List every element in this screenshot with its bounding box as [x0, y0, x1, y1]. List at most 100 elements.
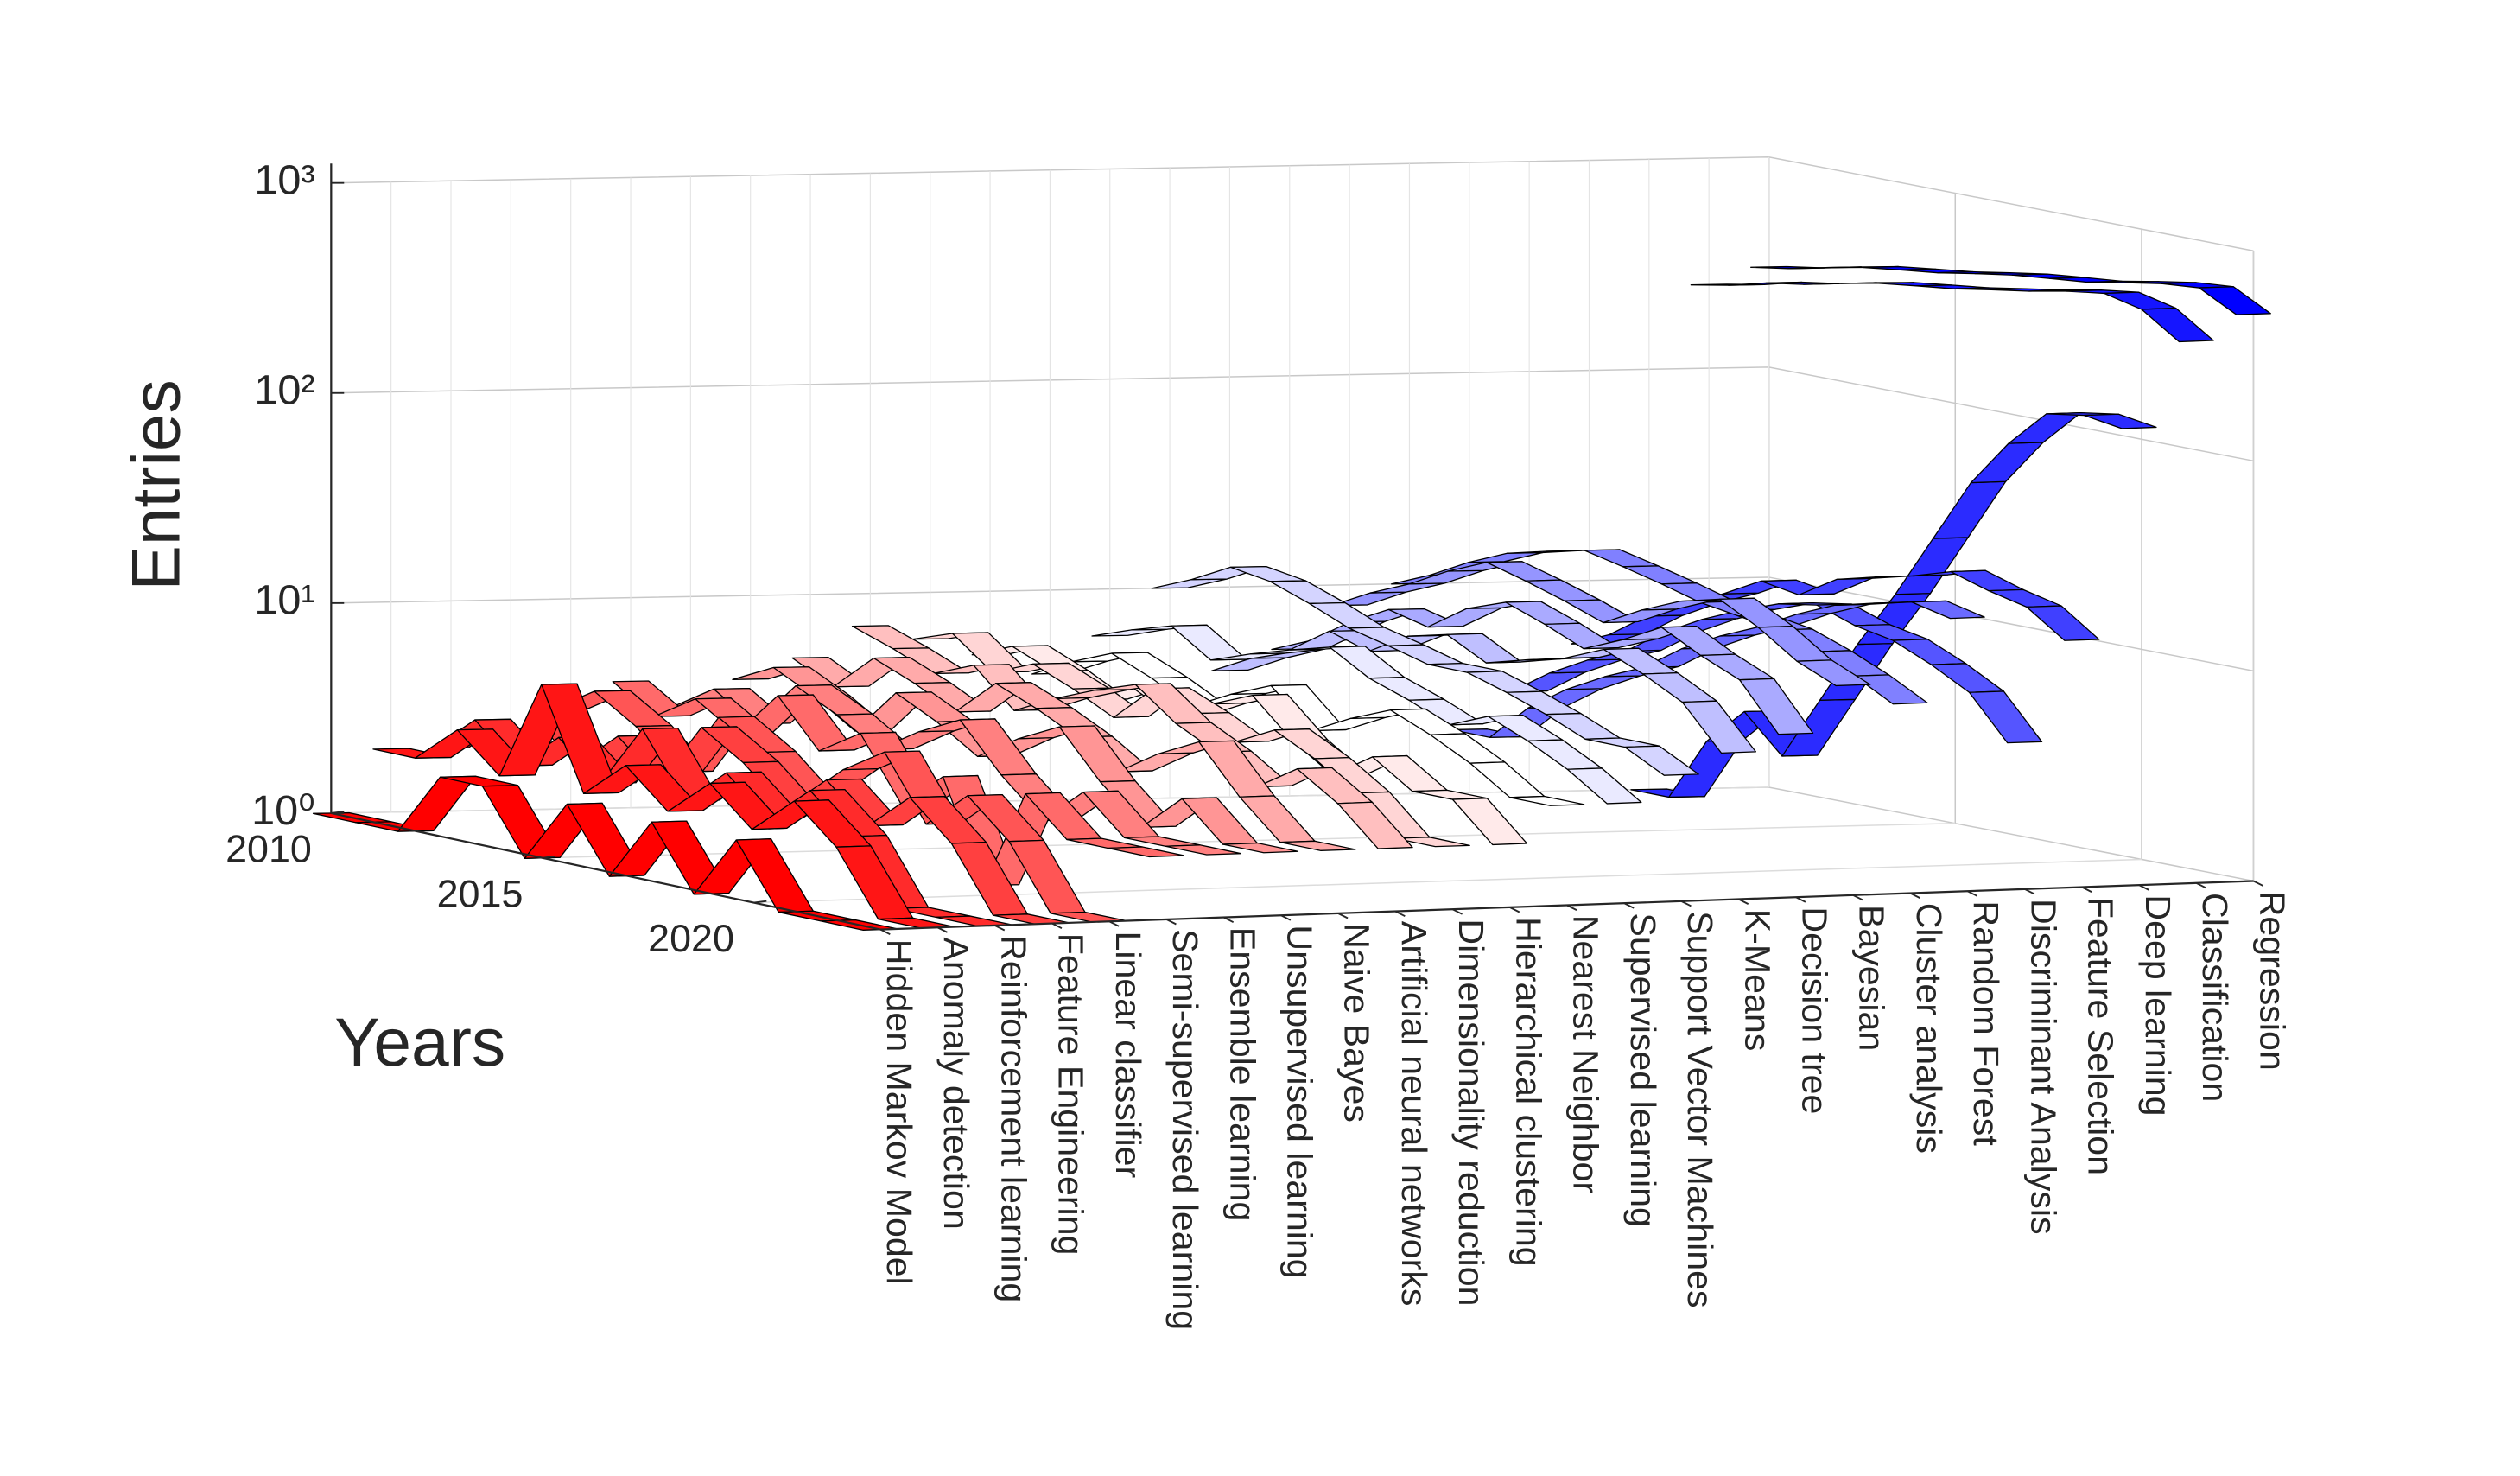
- category-tick: [2195, 881, 2206, 889]
- x-axis-label: Years: [334, 1004, 505, 1080]
- category-label: Linear classifier: [1108, 931, 1148, 1178]
- ribbon-segment: [1739, 678, 1814, 735]
- ribbon-segment: [1279, 840, 1356, 851]
- ribbon-segment: [1624, 745, 1699, 776]
- category-label: Classification: [2195, 893, 2235, 1102]
- ribbon-segment: [1468, 551, 1544, 563]
- category-tick: [1337, 913, 1349, 919]
- ribbon-segment: [1123, 836, 1201, 847]
- ribbons: [312, 265, 2271, 931]
- category-tick: [1623, 902, 1635, 909]
- ribbon-segment: [1895, 537, 1969, 595]
- category-tick: [1680, 900, 1692, 907]
- ribbon-segment: [1933, 480, 2007, 539]
- y-tick-label: 10³: [254, 157, 314, 204]
- ribbon-segment: [1911, 600, 1985, 620]
- category-tick: [1909, 892, 1920, 899]
- grid-line: [331, 366, 2254, 462]
- ribbon-segment: [1950, 569, 2024, 592]
- category-label: Unsupervised learning: [1279, 925, 1319, 1278]
- ribbon-segment: [1486, 561, 1562, 582]
- category-label: Supervised learning: [1623, 913, 1663, 1227]
- grid-line: [753, 858, 2142, 904]
- ribbon-segment: [1681, 700, 1757, 754]
- ribbon-segment: [1368, 677, 1444, 701]
- category-label: Random Forest: [1966, 900, 2006, 1146]
- category-label: Hierarchical clustering: [1508, 917, 1548, 1267]
- category-tick: [2138, 884, 2149, 891]
- ribbon-segment: [1165, 844, 1241, 856]
- ribbon-segment: [2141, 307, 2214, 343]
- category-label: Feature Engineering: [1051, 933, 1091, 1256]
- category-label: Regression: [2252, 891, 2292, 1071]
- category-tick: [1451, 908, 1463, 915]
- category-label: Anomaly detection: [936, 937, 976, 1229]
- y-tick-label: 10¹: [254, 577, 314, 624]
- ribbon-segment: [1031, 662, 1109, 690]
- category-label: Discriminant Analysis: [2023, 899, 2063, 1235]
- category-label: Bayesian: [1852, 905, 1892, 1051]
- ribbon-segment: [1566, 767, 1642, 805]
- x-tick-label: 2020: [648, 916, 734, 960]
- ribbon-segment: [1525, 579, 1601, 601]
- ribbon-segment: [1505, 601, 1581, 626]
- ribbon-segment: [1642, 671, 1717, 703]
- category-tick: [1165, 919, 1177, 926]
- ribbon-segment: [2083, 413, 2157, 429]
- grid-line: [331, 156, 2254, 251]
- x-tick-label: 2010: [225, 827, 312, 871]
- ribbon-segment: [2026, 605, 2100, 641]
- x-axis: [331, 811, 881, 931]
- ribbon-segment: [2198, 286, 2271, 315]
- ribbon-segment: [2008, 411, 2082, 444]
- category-label: K-Means: [1737, 909, 1777, 1052]
- y-tick-label: 10⁰: [251, 787, 315, 834]
- ribbon-segment: [1429, 733, 1506, 764]
- ribbon-segment: [1527, 739, 1603, 770]
- ribbon-segment: [1565, 675, 1641, 690]
- category-tick: [994, 925, 1006, 932]
- ribbon-segment: [1394, 837, 1470, 848]
- category-label: Ensemble learning: [1222, 927, 1262, 1222]
- y-axis-label: Entries: [118, 379, 194, 590]
- ribbon-segment: [1222, 842, 1299, 854]
- category-label: Dimensionality reduction: [1451, 919, 1491, 1306]
- ribbon-segment: [397, 775, 477, 832]
- ribbon-segment: [1451, 798, 1528, 846]
- ribbon-segment: [2103, 291, 2177, 310]
- ribbon-segment: [1622, 565, 1698, 585]
- ribbon-segment: [1796, 659, 1871, 687]
- ribbon-segment: [1930, 663, 2005, 693]
- ribbon-segment: [1446, 633, 1522, 664]
- ribbon-segment: [1412, 789, 1488, 800]
- ribbon-segment: [1426, 662, 1503, 673]
- x-tick-label: 2015: [437, 871, 524, 915]
- category-tick: [2081, 886, 2092, 893]
- category-tick: [936, 926, 948, 933]
- category-tick: [1966, 890, 1977, 897]
- category-label: Semi-supervised learning: [1165, 929, 1205, 1330]
- ribbon-segment: [1107, 846, 1184, 858]
- category-tick: [2024, 888, 2035, 895]
- category-tick: [1280, 914, 1292, 921]
- ribbon-segment: [1509, 795, 1585, 806]
- ribbon-segment: [1273, 728, 1350, 760]
- ribbon-segment: [1336, 801, 1413, 849]
- ribbon-segment: [1970, 442, 2044, 484]
- category-tick: [1566, 904, 1577, 911]
- category-label: Hidden Markov Model: [879, 939, 919, 1285]
- ribbon-segment: [1387, 644, 1463, 665]
- category-label: Deep learning: [2138, 894, 2178, 1116]
- category-tick: [1394, 910, 1406, 917]
- axes: 10⁰ 10¹ 10² 10³ 2010 2015 2020 Hidden Markov Mo…: [225, 157, 2292, 1331]
- category-tick: [1852, 894, 1863, 901]
- category-tick: [1738, 898, 1749, 905]
- x-tick: [542, 855, 555, 859]
- ribbon-segment: [1371, 754, 1448, 792]
- category-label: Naive Bayes: [1337, 923, 1377, 1123]
- category-label: Feature Selection: [2081, 897, 2121, 1175]
- ribbon-segment: [1988, 588, 2062, 608]
- x-tick: [331, 811, 345, 814]
